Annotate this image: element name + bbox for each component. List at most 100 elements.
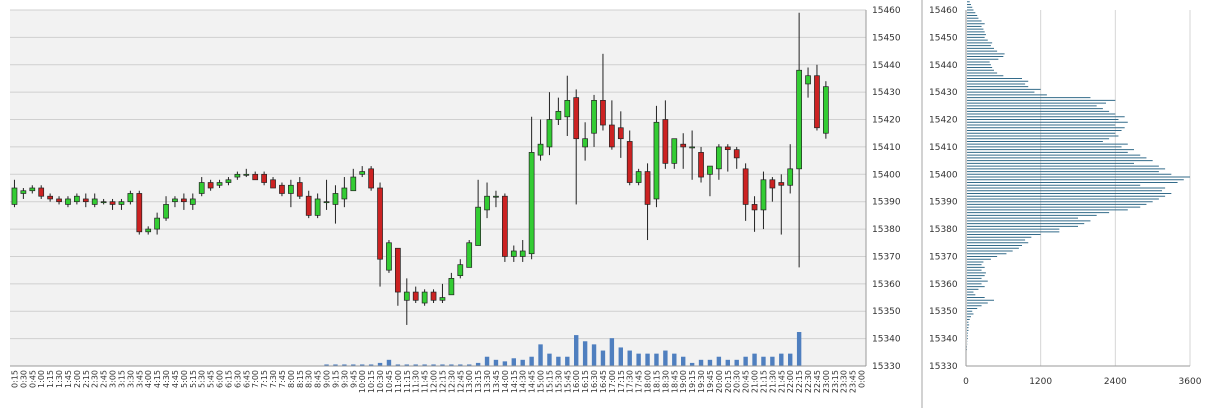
volume-bar [324,364,329,366]
candle-body [109,201,116,205]
candle-body [261,173,267,183]
volume-bar [511,358,516,366]
price-y-tick-label: 15340 [872,335,901,345]
candle-body [680,143,687,148]
profile-y-tick-label: 15400 [929,170,958,180]
candle [724,144,731,172]
price-x-tick-label: 3:00 [109,370,118,388]
candle [537,119,544,161]
candle-body [466,242,473,268]
candle [823,81,829,139]
price-x-tick-label: 6:30 [233,370,242,388]
candle [395,247,401,306]
profile-y-tick-label: 15420 [929,116,958,126]
profile-x-tick-label: 1200 [1029,377,1052,387]
volume-bar [493,359,499,366]
profile-bars [966,1,1190,351]
volume-bar [788,353,793,366]
price-x-tick-label: 19:45 [706,370,715,393]
candle-body [653,121,660,200]
candle [519,240,526,262]
volume-bar [689,362,695,366]
price-x-tick-label: 5:30 [198,370,207,388]
profile-y-ticks: 15330 15340 15350 15360 15370 15380 15390 15400… [929,6,958,372]
candle-body [38,187,45,197]
candle [332,185,339,224]
profile-y-tick-label: 15330 [929,362,958,372]
candle [448,272,455,296]
price-x-tick-label: 7:30 [269,370,278,388]
candle-body [617,127,624,140]
volume-bar [707,359,713,366]
price-x-tick-label: 21:00 [751,370,760,393]
candle [74,193,80,205]
volume-bar [770,356,775,366]
price-x-tick-label: 10:45 [385,370,394,393]
candle [288,179,294,208]
candle-body [609,124,615,148]
price-y-tick-label: 15350 [872,307,901,317]
candle [466,240,473,268]
volume-bar [761,356,766,366]
candle-body [519,250,526,257]
profile-y-tick-label: 15450 [929,33,958,43]
candle [493,190,499,208]
volume-bar [360,364,365,366]
price-x-tick-label: 14:15 [510,370,519,393]
price-x-tick-label: 11:45 [421,370,430,393]
candle-body [332,193,339,205]
profile-x-tick-label: 3600 [1179,377,1202,387]
candle-body [181,198,187,203]
price-x-tick-label: 22:30 [804,370,813,393]
candle [742,163,749,221]
volume-bar [413,364,418,366]
price-y-ticks: 15330 15340 15350 15360 15370 15380 15390 15400… [872,6,901,372]
candle-body [457,264,464,276]
price-x-tick-label: 21:45 [777,370,786,393]
candle [29,185,36,194]
candle [20,188,27,199]
candle-body [448,278,455,296]
candle [386,240,392,273]
volume-bar [475,362,481,366]
price-y-tick-label: 15360 [872,280,901,290]
candle-body [91,198,98,205]
price-y-tick-label: 15460 [872,6,901,16]
price-y-tick-label: 15380 [872,225,901,235]
candle [314,193,321,219]
candle-body [796,69,802,170]
profile-x-tick-label: 2400 [1104,377,1127,387]
price-x-tick-label: 2:30 [91,370,100,388]
price-x-tick-label: 16:15 [581,370,590,393]
candle [814,64,820,131]
candle [430,289,437,304]
price-grid [10,9,866,367]
candle [118,198,125,210]
candle-body [805,75,811,85]
candle [91,193,98,208]
price-x-ticks: 0:15 0:30 0:45 1:00 1:15 1:30 1:45 2:00 2:15 2:30… [10,370,866,393]
candle [510,245,517,262]
candle-body [484,195,490,211]
price-x-tick-label: 1:00 [37,370,46,388]
volume-bar [556,356,561,366]
candle [707,165,713,197]
profile-y-tick-label: 15430 [929,88,958,98]
price-plot-area [10,10,866,366]
volume-bar [484,356,490,366]
profile-y-tick-label: 15340 [929,335,958,345]
volume-bar [404,364,409,366]
price-x-tick-label: 23:15 [831,370,840,393]
candle-body [626,141,633,183]
candle-body [252,173,259,181]
price-x-tick-label: 15:30 [554,370,563,393]
candle [136,190,143,235]
price-x-tick-label: 12:30 [447,370,456,393]
candle-body [662,119,669,164]
candle-body [350,176,357,192]
volume-bar [796,332,802,366]
candle [591,94,597,147]
price-x-tick-label: 13:30 [483,370,492,393]
volume-bar [600,350,606,366]
candle-body [154,217,160,230]
